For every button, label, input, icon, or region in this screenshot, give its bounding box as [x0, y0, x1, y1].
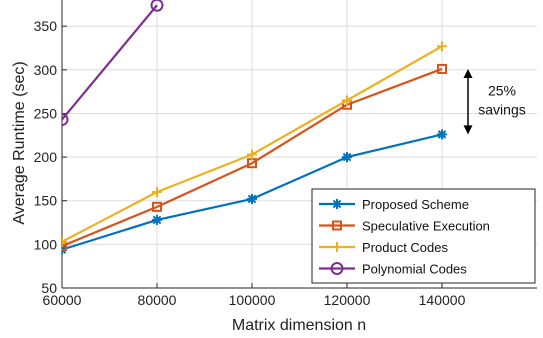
square-marker-shape: [62, 241, 67, 252]
asterisk-marker-d2: [152, 215, 162, 225]
legend-item: Polynomial Codes: [319, 262, 467, 277]
legend: Proposed Scheme Speculative Execution Prod…: [311, 188, 536, 284]
annotation-arrow-head-up: [463, 68, 473, 78]
series-1: [62, 63, 447, 252]
square-marker-shape: [437, 63, 447, 74]
legend-label: Speculative Execution: [362, 219, 490, 234]
y-axis-label: Average Runtime (sec): [11, 61, 28, 224]
asterisk-marker-d1: [62, 248, 67, 254]
data-point: [342, 95, 352, 106]
x-tick-label: 120000: [324, 292, 371, 308]
legend-swatch-marker: [332, 199, 342, 209]
legend-swatch-marker: [330, 262, 344, 275]
data-point: [62, 241, 67, 252]
series-0: [62, 129, 447, 255]
square-marker-shape: [332, 220, 342, 231]
legend-swatch-marker: [332, 242, 342, 252]
circle-marker-shape: [330, 262, 344, 275]
x-tick-label: 140000: [419, 292, 466, 308]
asterisk-marker-d2: [62, 245, 67, 252]
y-tick-label: 150: [34, 193, 58, 209]
y-tick-label: 300: [34, 62, 58, 78]
circle-marker-shape: [62, 113, 69, 127]
data-point: [247, 193, 257, 204]
legend-label: Polynomial Codes: [362, 262, 467, 277]
y-tick-label: 200: [34, 149, 58, 165]
y-tick-label: 250: [34, 105, 58, 121]
data-point: [152, 187, 162, 197]
asterisk-marker-d2: [342, 152, 352, 162]
y-tick-label: 100: [34, 236, 58, 252]
x-tick-label: 80000: [138, 292, 177, 308]
data-point: [437, 129, 447, 140]
axes: 60000 80000 100000 120000 140000 50 100 150 200 2…: [34, 0, 537, 308]
x-tick-label: 100000: [229, 292, 276, 308]
asterisk-marker-d2: [437, 130, 447, 139]
series-line: [62, 4, 158, 121]
data-point: [437, 41, 447, 52]
legend-item: Speculative Execution: [319, 219, 490, 234]
legend-label: Product Codes: [362, 240, 448, 255]
data-point: [62, 236, 67, 247]
y-tick-label: 350: [34, 18, 58, 34]
annotation-group: 25% savings: [463, 68, 526, 135]
x-axis-label: Matrix dimension n: [232, 317, 366, 334]
data-point: [437, 63, 447, 74]
savings-annotation: 25% savings: [463, 68, 526, 135]
circle-marker-shape: [150, 0, 164, 12]
series-2: [62, 41, 447, 247]
asterisk-marker-d2: [332, 199, 342, 209]
grid: [61, 0, 537, 289]
data-point: [247, 149, 257, 160]
legend-label: Proposed Scheme: [362, 197, 469, 212]
x-tick-label: 60000: [43, 292, 82, 308]
series-line: [62, 67, 443, 248]
legend-item: Proposed Scheme: [319, 197, 469, 212]
annotation-arrow-head-down: [463, 125, 473, 135]
data-point: [150, 0, 164, 12]
data-point: [152, 201, 162, 212]
legend-swatch-marker: [332, 220, 342, 231]
series-3: [62, 0, 164, 127]
legend-item: Product Codes: [319, 240, 448, 255]
annotation-text: savings: [478, 102, 525, 118]
data-point: [62, 113, 69, 127]
asterisk-marker-d2: [247, 194, 257, 204]
data-point: [152, 214, 162, 225]
data-point: [342, 152, 352, 163]
square-marker-shape: [152, 201, 162, 212]
y-tick-label: 50: [41, 280, 57, 296]
series-group: [62, 0, 447, 255]
annotation-text: 25%: [488, 83, 516, 99]
